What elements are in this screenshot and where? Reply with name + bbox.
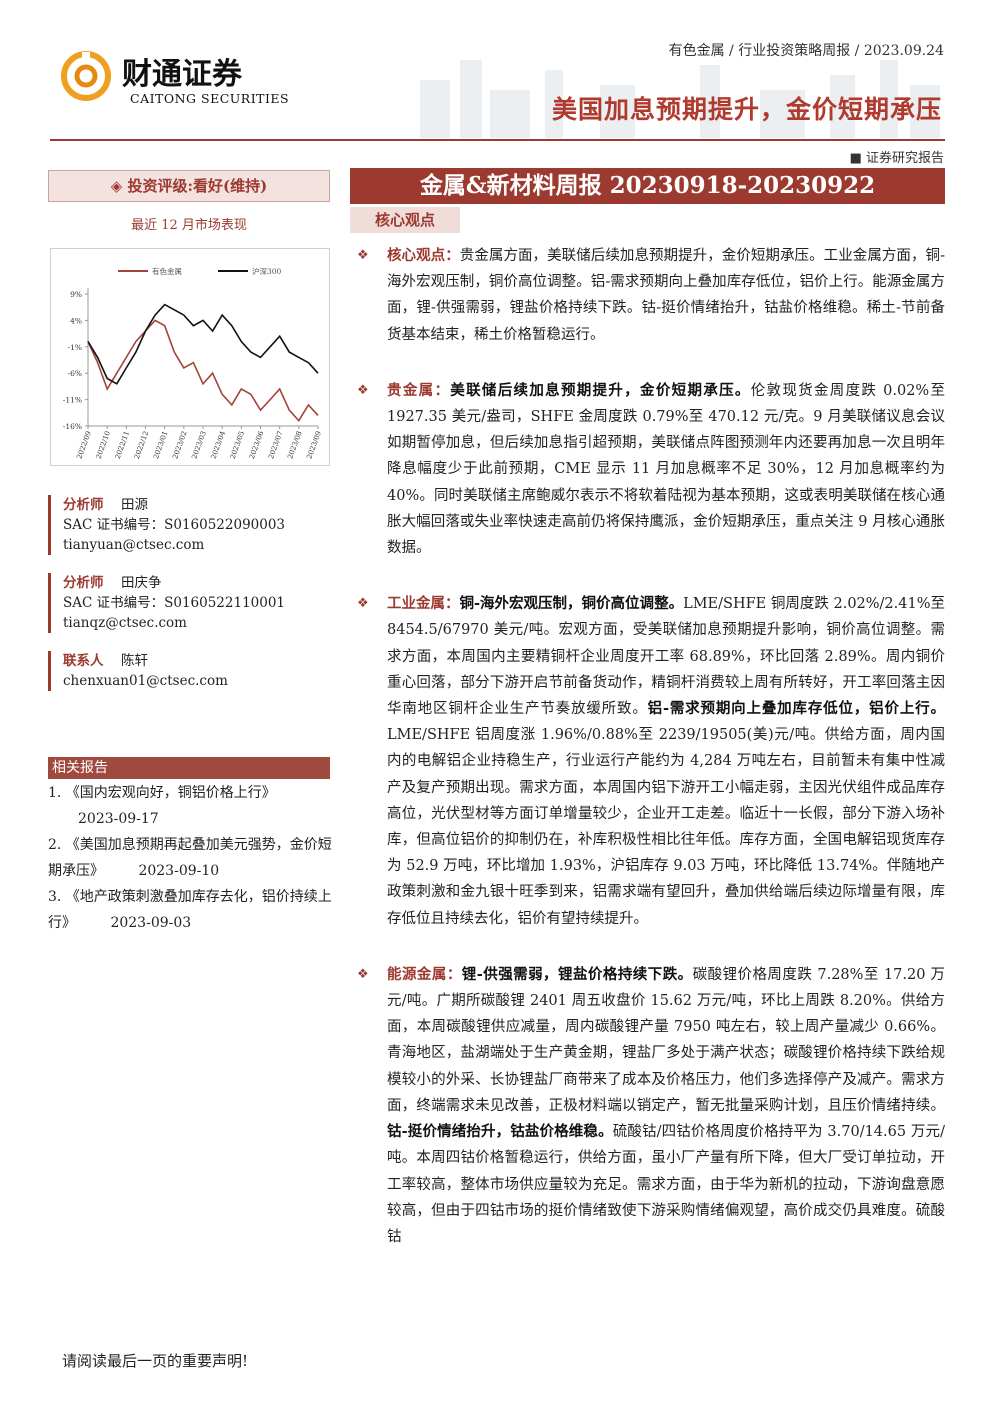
y-tick-label: -16%	[63, 422, 82, 431]
bullet: ❖	[357, 596, 369, 612]
banner: 金属&新材料周报 20230918-20230922	[350, 168, 945, 204]
text-run: 能源金属：	[387, 965, 462, 983]
section: ❖ 贵金属：美联储后续加息预期提升，金价短期承压。伦敦现货金周度跌 0.02%至 …	[357, 378, 946, 561]
analyst-line: 分析师 田庆争	[63, 573, 330, 593]
y-tick-label: -11%	[63, 396, 82, 405]
text-run: 铜-海外宏观压制，铜价高位调整。	[459, 595, 684, 613]
text-run: 贵金属：	[387, 381, 451, 399]
related-title: 1. 《国内宏观向好，铜铝价格上行》	[48, 785, 276, 801]
chart: 9%4%-1%-6%-11%-16%2022/09 2022/10 2022/11 2…	[50, 248, 330, 466]
analyst-line: 分析师 田源	[63, 495, 330, 515]
y-tick-label: 4%	[70, 316, 82, 325]
header-graphics: 财通证券 CAITONG SECURITIES	[61, 51, 940, 138]
text-run: 贵金属方面，美联储后续加息预期提升，金价短期承压。工业金属方面，铜-海外宏观压制…	[387, 248, 945, 343]
divider	[50, 139, 945, 141]
related-date: 2023-09-03	[110, 915, 192, 931]
analyst-name: 田源	[121, 497, 148, 513]
analyst-name: 陈轩	[121, 653, 148, 669]
text-run: LME/SHFE 铝周度涨 1.96%/0.88%至 2239/19505(美)…	[387, 727, 945, 927]
y-tick-label: 9%	[70, 290, 82, 299]
report-kind: ■ 证券研究报告	[849, 151, 944, 166]
text-run: 伦敦现货金周度跌 0.02%至 1927.35 美元/盎司，SHFE 金周度跌 …	[387, 382, 946, 557]
bullet: ❖	[357, 966, 369, 982]
section: ❖ 工业金属：铜-海外宏观压制，铜价高位调整。LME/SHFE 铜周度跌 2.02…	[357, 591, 945, 932]
text-run: 锂-供强需弱，锂盐价格持续下跌。	[461, 965, 693, 983]
text-run: LME/SHFE 铜周度跌 2.02%/2.41%至 8454.5/67970 …	[387, 596, 945, 718]
logo-cn: 财通证券	[122, 57, 243, 92]
analyst-email: tianyuan@ctsec.com	[63, 537, 205, 553]
section: ❖ 能源金属：锂-供强需弱，锂盐价格持续下跌。碳酸锂价格周度跌 7.28%至 17…	[357, 962, 945, 1250]
text-run: 硫酸钴/四钴价格周度价格持平为 3.70/14.65 万元/吨。本周四钴价格暂稳…	[387, 1124, 945, 1245]
related-title: 2. 《美国加息预期再起叠加美元强势，金价短期承压》	[48, 837, 332, 879]
analyst-role: 分析师	[63, 497, 104, 513]
text-run: 美联储后续加息预期提升，金价短期承压。	[450, 381, 751, 399]
analyst-cert: SAC 证书编号：S0160522110001	[63, 595, 286, 611]
report-title: 美国加息预期提升，金价短期承压	[551, 95, 942, 124]
analyst-email: tianqz@ctsec.com	[63, 615, 187, 631]
series-line	[87, 303, 319, 385]
text-run: 工业金属：	[387, 595, 460, 613]
breadcrumb: 有色金属 / 行业投资策略周报 / 2023.09.24	[668, 43, 944, 59]
y-tick-label: -1%	[68, 343, 82, 352]
related-date: 2023-09-10	[138, 863, 220, 879]
related-item: 1. 《国内宏观向好，铜铝价格上行》 2023-09-17	[48, 780, 333, 832]
legend-label: 有色金属	[152, 266, 182, 276]
text-run: 钴-挺价情绪抬升，钴盐价格维稳。	[387, 1123, 613, 1141]
tab: 核心观点	[350, 207, 460, 233]
analyst-cert: SAC 证书编号：S0160522090003	[63, 517, 286, 533]
rating: ◈ 投资评级:看好(维持)	[48, 170, 330, 202]
analyst: 联系人 陈轩 chenxuan01@ctsec.com	[48, 651, 330, 691]
body: ❖ 核心观点：贵金属方面，美联储后续加息预期提升，金价短期承压。工业金属方面，铜-…	[357, 243, 946, 1280]
y-tick-label: -6%	[68, 369, 82, 378]
bullet: ❖	[357, 382, 369, 398]
chart-caption: 最近 12 月市场表现	[131, 218, 247, 233]
rating-text: 投资评级:看好(维持)	[127, 177, 268, 195]
logo-icon	[61, 51, 111, 101]
footer: 请阅读最后一页的重要声明!	[62, 1352, 249, 1370]
related-title: 3. 《地产政策刺激叠加库存去化，铝价持续上行》	[48, 889, 332, 931]
text-run: 铝-需求预期向上叠加库存低位，铝价上行。	[647, 700, 945, 718]
analyst-role: 分析师	[63, 575, 104, 591]
related-item: 2. 《美国加息预期再起叠加美元强势，金价短期承压》 2023-09-10	[48, 832, 333, 884]
text-run: 碳酸锂价格周度跌 7.28%至 17.20 万元/吨。广期所碳酸锂 2401 周…	[387, 966, 945, 1114]
skyline	[420, 60, 940, 138]
legend-label: 沪深300	[252, 266, 282, 276]
analyst-name: 田庆争	[121, 575, 162, 591]
related-list: 1. 《国内宏观向好，铜铝价格上行》 2023-09-17 2. 《美国加息预期再…	[48, 780, 333, 936]
analyst-role: 联系人	[63, 653, 104, 669]
text-run: 核心观点：	[387, 247, 460, 264]
analyst: 分析师 田源 SAC 证书编号：S0160522090003 tianyuan@cts…	[48, 495, 330, 555]
related-title: 相关报告	[48, 757, 330, 779]
analyst: 分析师 田庆争 SAC 证书编号：S0160522110001 tianqz@ctse…	[48, 573, 330, 633]
related-item: 3. 《地产政策刺激叠加库存去化，铝价持续上行》 2023-09-03	[48, 884, 333, 936]
kind-text: 证券研究报告	[865, 151, 944, 166]
series-line	[87, 319, 319, 423]
bullet: ❖	[357, 248, 369, 263]
related-date: 2023-09-17	[78, 811, 159, 827]
analyst-email: chenxuan01@ctsec.com	[63, 673, 228, 689]
analyst-line: 联系人 陈轩	[63, 651, 330, 671]
logo-en: CAITONG SECURITIES	[130, 91, 289, 106]
section: ❖ 核心观点：贵金属方面，美联储后续加息预期提升，金价短期承压。工业金属方面，铜-…	[357, 243, 945, 348]
